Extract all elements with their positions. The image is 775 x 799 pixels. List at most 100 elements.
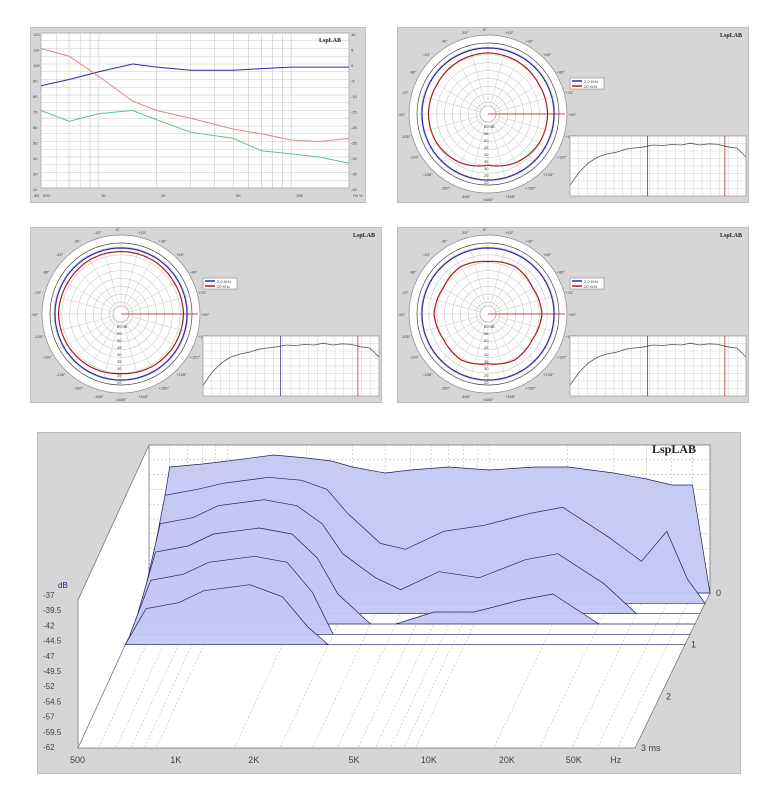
ring-label: 60 dB — [484, 124, 495, 129]
floor-grid-line — [596, 592, 673, 749]
ring-label: 55 — [484, 331, 489, 336]
polar-spoke — [127, 278, 183, 311]
brand-label: LspLAB — [720, 233, 742, 239]
polar-spoke — [437, 319, 483, 365]
ring-label: 60 dB — [484, 324, 495, 329]
polar-spoke — [493, 119, 539, 165]
angle-label: -45° — [423, 52, 431, 57]
angle-label: +165° — [505, 194, 516, 199]
angle-label: +90° — [568, 112, 577, 117]
angle-label: -60° — [409, 270, 417, 275]
polar-chart-3: 0°+15°+30°+45°+60°+75°+90°+105°+120°+135… — [398, 228, 747, 402]
angle-label: -135° — [423, 172, 433, 177]
x-tick-label: Hz — [353, 193, 358, 198]
brand-label: LspLAB — [720, 33, 742, 39]
angle-label: +75° — [198, 290, 207, 295]
polar-spoke — [452, 252, 485, 308]
angle-label: -120° — [409, 155, 419, 160]
polar-spoke — [494, 278, 550, 311]
ring-label: 45 — [484, 345, 489, 350]
polar-spoke — [128, 295, 190, 313]
polar-spoke — [452, 320, 485, 376]
polar-spoke — [491, 252, 524, 308]
angle-label: +60° — [557, 70, 566, 75]
y-left-tick-label: 20 — [33, 187, 38, 192]
polar-spoke — [494, 78, 550, 111]
polar-spoke — [495, 315, 557, 333]
polar-spoke — [52, 315, 114, 333]
polar-spoke — [489, 321, 507, 383]
polar-spoke — [426, 317, 482, 350]
brand-label: LspLAB — [353, 233, 375, 239]
angle-label: -60° — [409, 70, 417, 75]
time-tick-label: 0 — [716, 588, 721, 598]
polar-spoke — [419, 115, 481, 133]
polar-spoke — [126, 263, 172, 309]
angle-label: -105° — [401, 334, 411, 339]
freq-tick-label: 500 — [70, 755, 85, 765]
polar-spoke — [489, 121, 507, 183]
angle-label: -90° — [398, 112, 406, 117]
angle-label: +15° — [505, 30, 514, 35]
series-line — [40, 109, 350, 164]
polar-spoke — [493, 263, 539, 309]
angle-label: +45° — [543, 52, 552, 57]
time-tick-label: 3 ms — [641, 743, 661, 753]
angle-label: ±180° — [116, 397, 127, 402]
polar-spoke — [469, 121, 487, 183]
y-right-tick-label: -40 — [351, 187, 358, 192]
ring-label: 45 — [117, 345, 122, 350]
polar-spoke — [419, 315, 481, 333]
brand-label: LspLAB — [319, 38, 341, 44]
angle-label: -30° — [441, 238, 449, 243]
angle-label: +30° — [526, 238, 535, 243]
angle-label: +45° — [176, 252, 185, 257]
angle-label: ±180° — [483, 197, 494, 202]
inset-response-line — [569, 342, 747, 386]
angle-label: +150° — [526, 186, 537, 191]
series-line — [40, 48, 350, 143]
polar-series — [433, 260, 543, 365]
db-tick-label: -52 — [43, 682, 55, 691]
angle-label: -165° — [461, 394, 471, 399]
y-right-tick-label: 5 — [351, 48, 354, 53]
polar-spoke — [419, 295, 481, 313]
polar-spoke — [494, 117, 550, 150]
angle-label: -165° — [94, 394, 104, 399]
ring-label: 25 — [484, 173, 489, 178]
angle-label: +90° — [568, 312, 577, 317]
legend-label: 20 KHz — [217, 284, 230, 289]
y-right-tick-label: 0 — [351, 63, 354, 68]
floor-grid-line — [617, 592, 693, 749]
angle-label: -120° — [409, 355, 419, 360]
polar-spoke — [495, 295, 557, 313]
polar-spoke — [493, 63, 539, 109]
legend-box — [202, 277, 238, 290]
legend-label: 20 KHz — [584, 284, 597, 289]
angle-label: +75° — [565, 290, 574, 295]
floor-grid-line — [539, 592, 615, 749]
left-wall — [77, 444, 150, 749]
polar-spoke — [494, 317, 550, 350]
db-tick-label: -59.5 — [43, 728, 62, 737]
polar-spoke — [426, 117, 482, 150]
angle-label: -105° — [34, 334, 44, 339]
polar-spoke — [437, 119, 483, 165]
angle-label: +135° — [176, 372, 187, 377]
freq-tick-label: 50K — [566, 755, 582, 765]
angle-label: -165° — [461, 194, 471, 199]
angle-label: +120° — [190, 355, 201, 360]
angle-label: +30° — [159, 238, 168, 243]
angle-label: -135° — [56, 372, 66, 377]
angle-label: +15° — [505, 230, 514, 235]
y-left-tick-label: 30 — [33, 172, 38, 177]
polar-spoke — [127, 317, 183, 350]
floor-grid-line — [571, 592, 647, 749]
y-right-tick-label: -20 — [351, 125, 358, 130]
polar-spoke — [491, 120, 524, 176]
y-left-tick-label: 120 — [33, 32, 40, 37]
db-tick-label: -54.5 — [43, 697, 62, 706]
y-right-tick-label: -5 — [351, 79, 355, 84]
angle-label: +135° — [543, 372, 554, 377]
ring-label: 35 — [117, 359, 122, 364]
